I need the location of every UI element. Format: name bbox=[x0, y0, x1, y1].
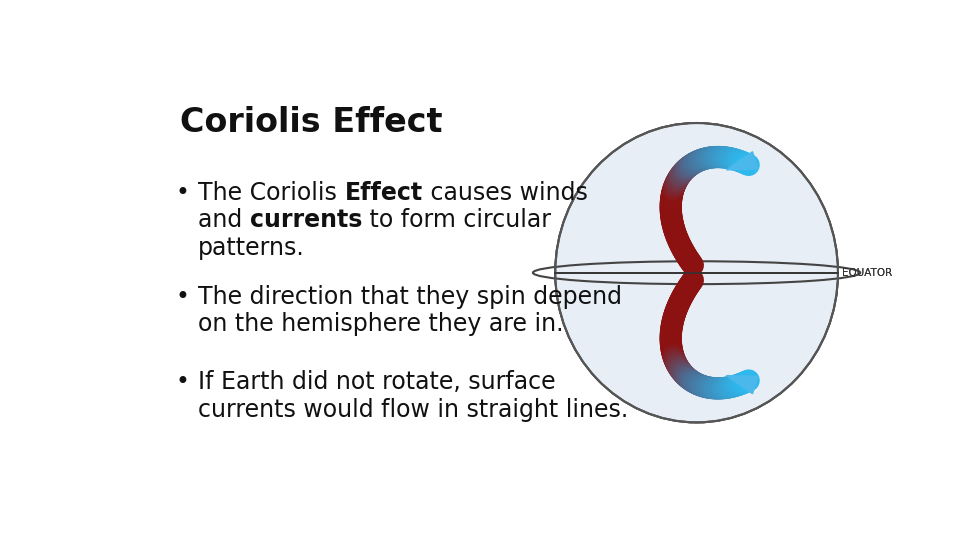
Text: EQUATOR: EQUATOR bbox=[842, 268, 892, 278]
Text: The direction that they spin depend: The direction that they spin depend bbox=[198, 285, 622, 309]
Text: on the hemisphere they are in.: on the hemisphere they are in. bbox=[198, 313, 564, 336]
Ellipse shape bbox=[555, 123, 838, 422]
Text: and: and bbox=[198, 208, 250, 233]
Text: •: • bbox=[176, 285, 190, 309]
Text: If Earth did not rotate, surface: If Earth did not rotate, surface bbox=[198, 370, 556, 394]
Text: to form circular: to form circular bbox=[362, 208, 551, 233]
Text: currents: currents bbox=[250, 208, 362, 233]
Text: The Coriolis: The Coriolis bbox=[198, 181, 345, 205]
Ellipse shape bbox=[555, 123, 838, 422]
Polygon shape bbox=[727, 376, 758, 394]
Text: currents would flow in straight lines.: currents would flow in straight lines. bbox=[198, 397, 629, 422]
Text: Coriolis Effect: Coriolis Effect bbox=[180, 106, 442, 139]
Text: •: • bbox=[176, 181, 190, 205]
Text: •: • bbox=[176, 370, 190, 394]
Text: patterns.: patterns. bbox=[198, 236, 305, 260]
Text: EQUATOR: EQUATOR bbox=[842, 268, 892, 278]
Text: causes winds: causes winds bbox=[422, 181, 588, 205]
Text: Effect: Effect bbox=[345, 181, 422, 205]
Polygon shape bbox=[727, 152, 758, 170]
